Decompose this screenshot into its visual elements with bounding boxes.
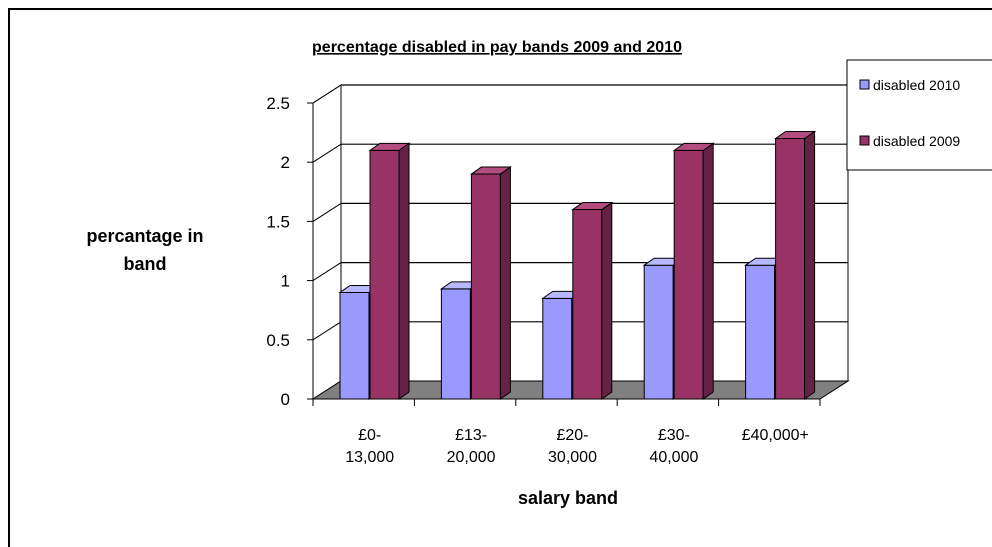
bar-0-front bbox=[440, 288, 471, 400]
x-axis-title: salary band bbox=[518, 488, 618, 508]
y-tick-label: 0.5 bbox=[266, 331, 290, 350]
bar-0-front bbox=[339, 291, 370, 400]
gridline-side bbox=[312, 321, 342, 341]
y-axis-title-line-1: percantage in bbox=[86, 226, 203, 246]
x-tick-label: £0- bbox=[358, 427, 381, 444]
bar-1-front bbox=[775, 138, 806, 400]
bar-1-top bbox=[672, 142, 715, 151]
bar-1-side bbox=[499, 166, 511, 400]
x-tick-label: £13- bbox=[455, 427, 487, 444]
y-tick-label: 1.5 bbox=[266, 212, 290, 231]
gridline-side bbox=[312, 143, 342, 163]
gridline-side bbox=[312, 84, 342, 104]
chart-title: percentage disabled in pay bands 2009 an… bbox=[312, 39, 682, 56]
bar-0-front bbox=[542, 297, 573, 400]
y-axis-title-line-2: band bbox=[124, 254, 167, 274]
y-tick-label: 1 bbox=[281, 272, 290, 291]
x-tick-label: 40,000 bbox=[649, 449, 698, 466]
x-tick-label: 30,000 bbox=[548, 449, 597, 466]
x-tick-label: 20,000 bbox=[447, 449, 496, 466]
gridline-side bbox=[312, 262, 342, 282]
y-tick-label: 2.5 bbox=[266, 94, 290, 113]
legend-label-2009: disabled 2009 bbox=[873, 133, 960, 149]
bar-1-side bbox=[601, 201, 613, 400]
x-tick-label: £40,000+ bbox=[742, 427, 809, 444]
bar-1-front bbox=[470, 173, 501, 400]
bar-0-front bbox=[745, 264, 776, 400]
legend: disabled 2010 disabled 2009 bbox=[846, 59, 992, 171]
legend-label-2010: disabled 2010 bbox=[873, 77, 960, 93]
bar-1-top bbox=[774, 131, 817, 140]
y-tick-label: 2 bbox=[281, 153, 290, 172]
bar-1-top bbox=[571, 202, 614, 211]
legend-swatch-2009 bbox=[859, 135, 870, 146]
bar-1-side bbox=[398, 142, 410, 400]
x-tick-label: £30- bbox=[658, 427, 690, 444]
bar-1-top bbox=[368, 142, 411, 151]
gridline-side bbox=[312, 202, 342, 222]
bar-1-front bbox=[572, 209, 603, 400]
side-wall bbox=[312, 84, 342, 400]
legend-box bbox=[846, 59, 992, 171]
bar-1-front bbox=[673, 149, 704, 400]
bar-1-front bbox=[369, 149, 400, 400]
legend-swatch-2010 bbox=[859, 79, 870, 90]
x-tick-label: £20- bbox=[556, 427, 588, 444]
bar-1-side bbox=[702, 142, 714, 400]
bar-1-side bbox=[804, 130, 816, 400]
y-tick-label: 0 bbox=[281, 390, 290, 409]
bar-1-top bbox=[469, 166, 512, 175]
bar-0-front bbox=[643, 264, 674, 400]
x-tick-label: 13,000 bbox=[345, 449, 394, 466]
plot-area: 0 0.5 1 1.5 2 2.5 £0- 13,000 £13- 20,000 £20- 30,00… bbox=[266, 84, 850, 466]
